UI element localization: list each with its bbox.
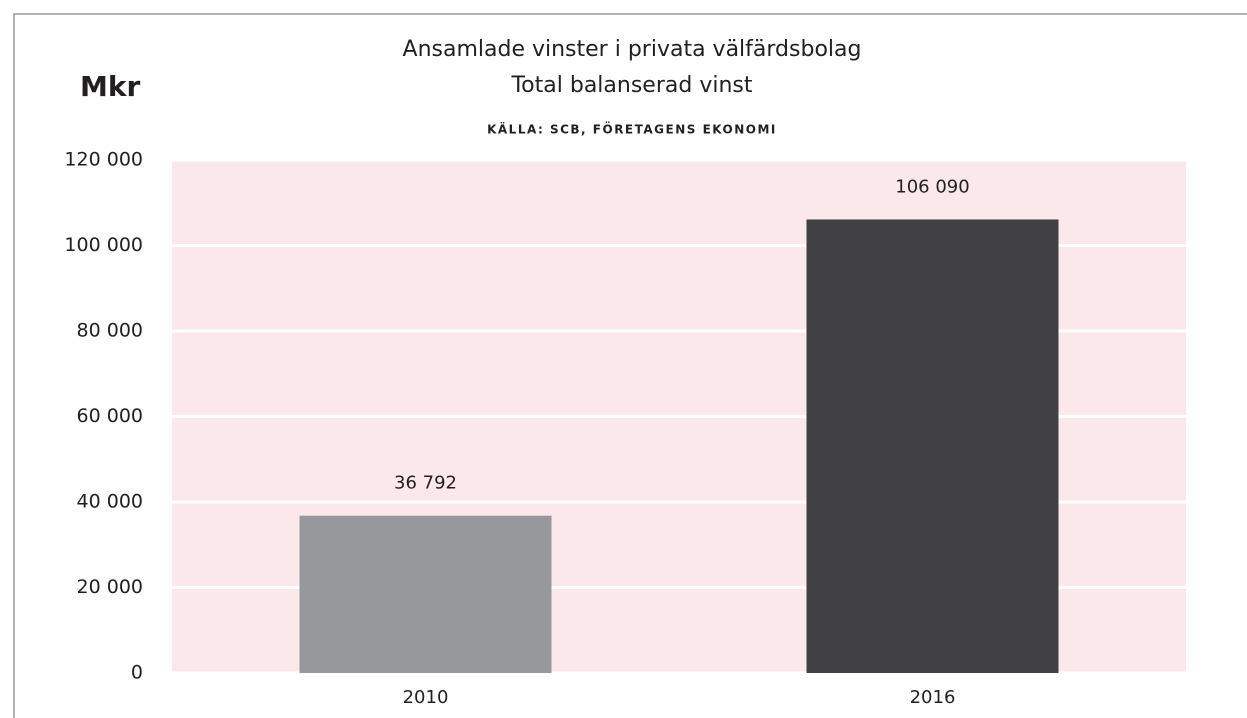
y-tick-label: 0 [131,662,143,684]
frame [13,13,1247,718]
y-tick-label: 80 000 [77,320,143,342]
chart-title: Ansamlade vinster i privata välfärdsbola… [403,37,862,62]
y-tick-label: 40 000 [77,491,143,513]
y-tick-label: 120 000 [64,149,143,171]
data-label: 36 792 [394,473,457,494]
chart-subtitle: Total balanserad vinst [510,73,752,98]
data-label: 106 090 [895,176,969,197]
bar [299,515,552,673]
y-axis-label: Mkr [80,70,140,103]
source: KÄLLA: SCB, FÖRETAGENS EKONOMI [487,122,777,137]
x-tick-label: 2016 [910,687,956,708]
y-tick-label: 60 000 [77,405,143,427]
x-tick-label: 2010 [403,687,449,708]
y-tick-label: 100 000 [64,234,143,256]
bar [806,219,1059,673]
y-tick-label: 20 000 [77,576,143,598]
